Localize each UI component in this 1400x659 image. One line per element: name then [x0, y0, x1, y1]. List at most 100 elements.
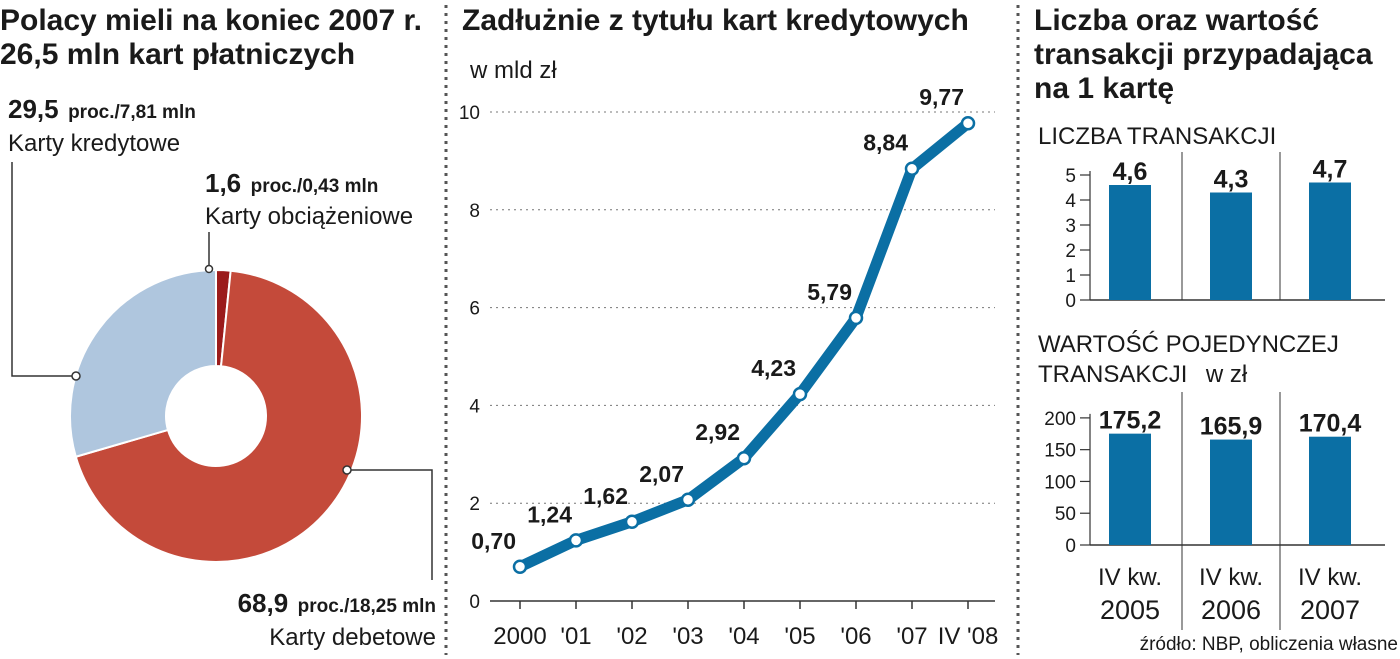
bar2-value-label: 175,2: [1099, 407, 1162, 435]
credit-leader-dot: [71, 371, 81, 381]
charge-slice-name: Karty obciążeniowe: [205, 203, 413, 230]
debt-point: [904, 161, 920, 176]
debt-value-label: 0,70: [471, 528, 516, 554]
debt-value-label: 2,07: [639, 461, 684, 487]
charge-percent: 1,6: [205, 168, 241, 198]
debit-slice-label: 68,9 proc./18,25 mln: [238, 588, 436, 618]
debt-point: [624, 514, 640, 530]
bar-category-label-line-1: IV kw.: [1199, 564, 1263, 591]
panel-title-right-line-1: Liczba oraz wartość: [1034, 4, 1319, 37]
bar2-unit: w zł: [1205, 361, 1248, 388]
bar1-value-label: 4,6: [1113, 158, 1148, 186]
debt-point: [512, 559, 528, 575]
debit-leader-dot: [342, 465, 352, 475]
line-x-tick-label: '02: [616, 623, 647, 650]
donut-chart: [69, 268, 363, 563]
bar-category-label-line-1: IV kw.: [1298, 564, 1362, 591]
credit-unit: proc./7,81 mln: [68, 102, 196, 123]
bar2-title-line-2: TRANSAKCJI: [1038, 361, 1187, 388]
bar2-bar: [1109, 433, 1151, 545]
bar-category-label-line-2: 2007: [1300, 595, 1360, 625]
bar-category-label-line-2: 2006: [1201, 595, 1261, 625]
bar1-y-tick-label: 5: [1065, 166, 1076, 187]
debt-value-label: 4,23: [751, 355, 796, 381]
line-y-tick-label: 2: [469, 494, 480, 515]
bar2-bar: [1309, 436, 1351, 545]
line-x-tick-label: IV '08: [938, 623, 999, 650]
bar2-y-tick-label: 150: [1044, 441, 1076, 462]
line-y-unit: w mld zł: [469, 57, 557, 84]
bar-category-label-line-1: IV kw.: [1098, 564, 1162, 591]
debt-point: [848, 310, 864, 326]
bar2-bar: [1210, 439, 1252, 545]
credit-leader-line: [11, 162, 76, 377]
panel-title-right-line-2: transakcji przypadająca: [1034, 38, 1373, 71]
debt-point: [568, 533, 584, 548]
bar1-bar: [1309, 182, 1351, 300]
bar-charts: 0 1 2 3 4 5 4,6 4,3 4,7 0 50 100 150 200 175,2 165,9 170…: [1044, 152, 1385, 630]
line-x-tick-label: 2000: [493, 623, 546, 650]
debit-percent: 68,9: [238, 588, 289, 618]
charge-leader-dot: [204, 264, 214, 274]
panel-transactions: Liczba oraz wartość transakcji przypadaj…: [1034, 4, 1398, 655]
bar1-title: LICZBA TRANSAKCJI: [1038, 123, 1276, 150]
line-x-tick-label: '07: [896, 623, 927, 650]
debt-value-label: 1,24: [527, 501, 572, 527]
debit-leader-line: [347, 469, 433, 580]
bar2-y-tick-label: 50: [1055, 504, 1076, 525]
debt-value-label: 2,92: [695, 419, 740, 445]
debt-point: [680, 492, 696, 508]
panel-title-left-line-2: 26,5 mln kart płatniczych: [0, 38, 355, 71]
debt-value-label: 8,84: [863, 130, 908, 156]
line-x-tick-label: '05: [784, 623, 815, 650]
credit-slice-label: 29,5 proc./7,81 mln: [8, 94, 196, 124]
bar2-y-tick-label: 0: [1065, 536, 1076, 557]
line-x-tick-label: '06: [840, 623, 871, 650]
line-y-tick-label: 0: [469, 592, 480, 613]
line-chart: 0 2 4 6 8 10 2000 '01 '02 '03 '04 '05 '06 '07 IV '08 0,…: [459, 84, 998, 650]
bar1-y-tick-label: 2: [1065, 241, 1076, 262]
charge-slice-label: 1,6 proc./0,43 mln: [205, 168, 378, 198]
line-x-tick-label: '03: [672, 623, 703, 650]
donut-slice-karty-debetowe: [74, 269, 363, 563]
credit-percent: 29,5: [8, 94, 59, 124]
bar2-value-label: 165,9: [1200, 413, 1263, 441]
bar1-bar: [1210, 192, 1252, 300]
source-note: źródło: NBP, obliczenia własne: [1140, 634, 1398, 655]
bar1-bar: [1109, 185, 1151, 300]
bar-category-label-line-2: 2005: [1100, 595, 1160, 625]
bar1-y-tick-label: 4: [1065, 191, 1076, 212]
bar1-y-tick-label: 3: [1065, 216, 1076, 237]
panel-title-middle: Zadłużnie z tytułu kart kredytowych: [462, 4, 969, 37]
bar1-y-tick-label: 0: [1065, 291, 1076, 312]
charge-unit: proc./0,43 mln: [251, 176, 379, 197]
line-y-tick-label: 6: [469, 299, 480, 320]
panel-card-share: Polacy mieli na koniec 2007 r. 26,5 mln …: [0, 4, 436, 651]
line-y-tick-label: 10: [459, 103, 480, 124]
line-x-tick-label: '04: [728, 623, 759, 650]
bar2-value-label: 170,4: [1299, 410, 1362, 438]
debt-point: [960, 115, 976, 131]
panel-title-right-line-3: na 1 kartę: [1034, 72, 1174, 105]
debit-slice-name: Karty debetowe: [269, 624, 436, 651]
debt-value-label: 9,77: [919, 84, 964, 110]
line-x-tick-label: '01: [560, 623, 591, 650]
debt-point: [792, 386, 808, 402]
debt-point: [736, 450, 752, 466]
bar2-title-line-2-row: TRANSAKCJI w zł: [1038, 361, 1248, 388]
bar1-value-label: 4,3: [1214, 166, 1249, 194]
panel-title-left-line-1: Polacy mieli na koniec 2007 r.: [0, 4, 422, 37]
donut-slice-karty-kredytowe: [69, 268, 217, 458]
line-y-tick-label: 8: [469, 201, 480, 222]
debt-value-label: 1,62: [583, 483, 628, 509]
bar2-title-line-1: WARTOŚĆ POJEDYNCZEJ: [1038, 330, 1339, 358]
bar2-y-tick-label: 200: [1044, 409, 1076, 430]
debt-value-label: 5,79: [807, 279, 852, 305]
line-y-tick-label: 4: [469, 396, 480, 417]
bar1-y-tick-label: 1: [1065, 266, 1076, 287]
bar1-value-label: 4,7: [1313, 156, 1348, 184]
bar2-y-tick-label: 100: [1044, 472, 1076, 493]
credit-slice-name: Karty kredytowe: [8, 130, 180, 157]
debit-unit: proc./18,25 mln: [298, 596, 436, 617]
